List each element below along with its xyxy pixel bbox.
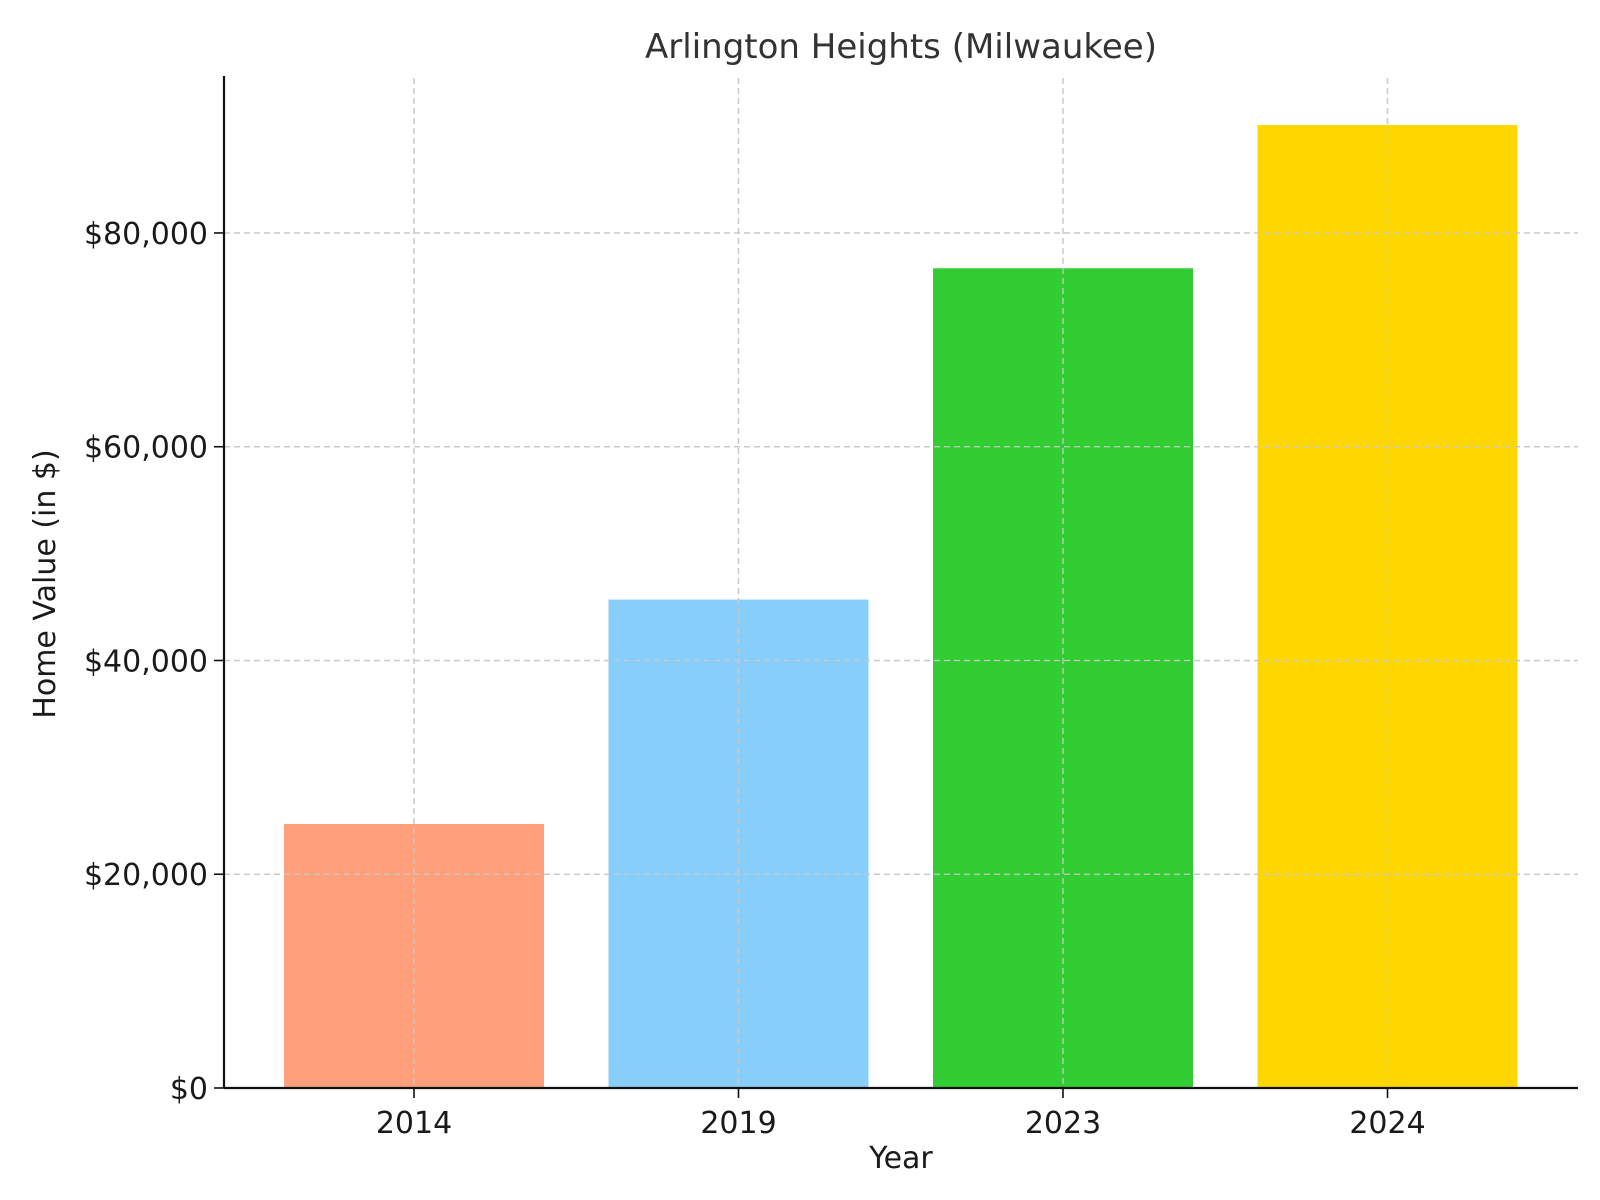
chart-title: Arlington Heights (Milwaukee) bbox=[645, 27, 1157, 67]
y-axis-label: Home Value (in $) bbox=[28, 449, 63, 718]
x-tick-label: 2024 bbox=[1349, 1106, 1425, 1141]
x-axis-label: Year bbox=[868, 1141, 933, 1176]
x-axis-ticks: 2014 2019 2023 2024 bbox=[376, 1088, 1426, 1141]
bars bbox=[224, 78, 1578, 1088]
y-tick-label: $0 bbox=[170, 1072, 208, 1107]
y-tick-label: $40,000 bbox=[84, 644, 208, 679]
y-axis-ticks: $0 $20,000 $40,000 $60,000 $80,000 bbox=[84, 217, 224, 1107]
y-tick-label: $20,000 bbox=[84, 858, 208, 893]
axes bbox=[222, 76, 1578, 1090]
y-tick-label: $80,000 bbox=[84, 217, 208, 252]
bar-2024 bbox=[1257, 125, 1518, 1088]
x-tick-label: 2014 bbox=[376, 1106, 452, 1141]
x-tick-label: 2019 bbox=[700, 1106, 776, 1141]
y-tick-label: $60,000 bbox=[84, 431, 208, 466]
x-tick-label: 2023 bbox=[1025, 1106, 1101, 1141]
